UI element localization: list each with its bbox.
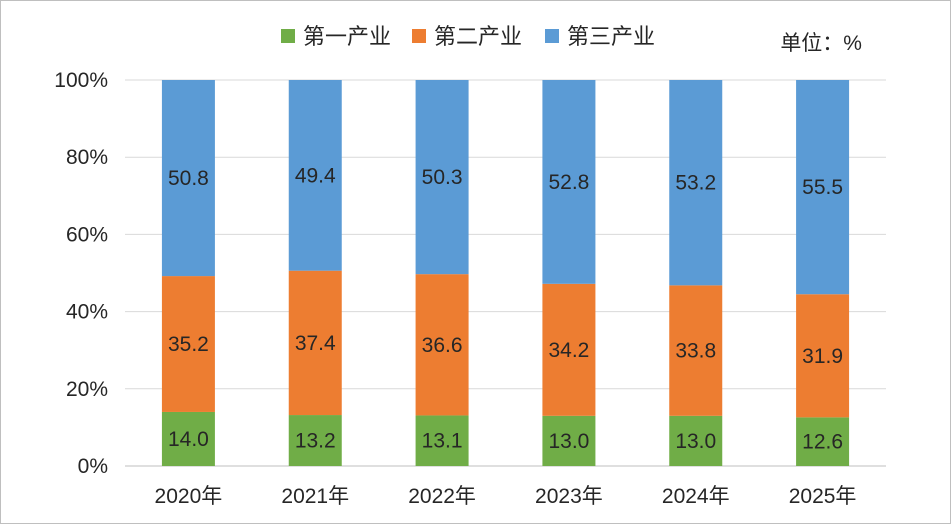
data-label: 12.6: [802, 431, 843, 454]
legend-swatch: [281, 29, 295, 43]
legend-label: 第一产业: [303, 24, 391, 49]
bar-segment: [415, 80, 469, 275]
bars: [161, 80, 850, 466]
data-label: 34.2: [548, 339, 589, 362]
bar-segment: [415, 274, 469, 416]
data-label: 31.9: [802, 345, 843, 368]
data-label: 50.8: [168, 167, 209, 190]
data-label: 14.0: [168, 428, 209, 451]
bar-segment: [542, 80, 596, 284]
y-tick-label: 100%: [54, 69, 108, 92]
bar-segment: [288, 80, 342, 271]
bar-segment: [161, 276, 215, 412]
data-label: 49.4: [295, 164, 336, 187]
data-label: 33.8: [675, 340, 716, 363]
bar-segment: [161, 411, 215, 466]
data-label: 13.0: [675, 430, 716, 453]
data-label: 50.3: [422, 166, 463, 189]
bar-segment: [288, 415, 342, 466]
y-tick-label: 40%: [66, 301, 108, 324]
x-tick-label: 2023年: [535, 485, 603, 508]
bar-segment: [669, 80, 723, 286]
y-tick-label: 20%: [66, 378, 108, 401]
data-label: 53.2: [675, 172, 716, 195]
data-label: 13.1: [422, 430, 463, 453]
y-tick-label: 80%: [66, 146, 108, 169]
data-label: 37.4: [295, 332, 336, 355]
bar-segment: [796, 80, 850, 295]
data-label: 36.6: [422, 334, 463, 357]
legend-label: 第三产业: [567, 24, 655, 49]
bar-segment: [542, 415, 596, 466]
bar-segment: [288, 270, 342, 416]
data-labels: 14.0 35.2 50.8 13.2 37.4 49.4 13.1 36.6 50.3 13.0…: [168, 164, 843, 453]
x-tick-label: 2021年: [281, 485, 349, 508]
legend-label: 第二产业: [434, 24, 522, 49]
y-tick-label: 0%: [78, 455, 108, 478]
gridlines: [125, 79, 886, 467]
y-tick-label: 60%: [66, 223, 108, 246]
x-tick-label: 2025年: [789, 485, 857, 508]
legend-swatch: [412, 29, 426, 43]
x-tick-label: 2022年: [408, 485, 476, 508]
bar-segment: [415, 415, 469, 466]
bar-segment: [669, 285, 723, 416]
data-label: 13.2: [295, 430, 336, 453]
unit-label: 单位：%: [780, 32, 862, 55]
bar-segment: [669, 415, 723, 466]
x-axis: 2020年 2021年 2022年 2023年 2024年 2025年: [155, 485, 857, 508]
x-tick-label: 2024年: [662, 485, 730, 508]
data-label: 35.2: [168, 333, 209, 356]
x-tick-label: 2020年: [155, 485, 223, 508]
legend: 第一产业 第二产业 第三产业: [281, 24, 655, 49]
bar-segment: [796, 294, 850, 418]
data-label: 13.0: [548, 430, 589, 453]
y-axis: 0% 20% 40% 60% 80% 100%: [54, 69, 108, 478]
bar-segment: [796, 417, 850, 466]
data-label: 52.8: [548, 171, 589, 194]
data-label: 55.5: [802, 176, 843, 199]
bar-segment: [542, 283, 596, 416]
legend-swatch: [545, 29, 559, 43]
bar-segment: [161, 80, 215, 277]
